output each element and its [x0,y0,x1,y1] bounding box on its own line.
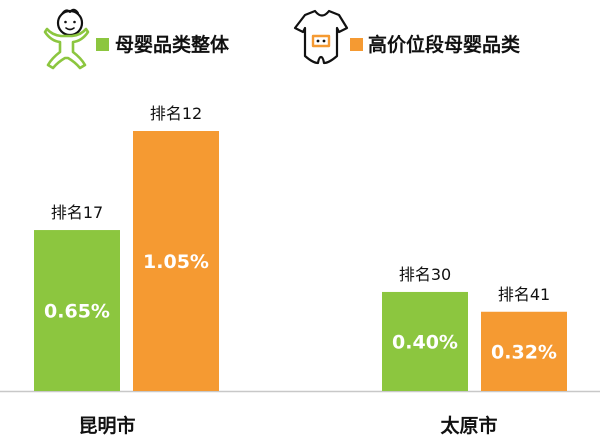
value-label: 0.65% [44,301,110,323]
baby-icon [43,8,90,70]
category-label: 昆明市 [78,414,135,437]
legend-item-high-price: 高价位段母婴品类 [293,9,520,65]
legend-label-high-price: 高价位段母婴品类 [368,33,520,56]
rank-label: 排名41 [498,285,550,304]
legend-item-overall: 母婴品类整体 [43,8,230,70]
bar-high-price-0 [133,131,219,391]
bar-high-price-1 [481,311,567,391]
rank-label: 排名17 [51,203,103,222]
rank-label: 排名30 [399,265,451,284]
legend-label-overall: 母婴品类整体 [115,33,230,56]
legend: 母婴品类整体 高价位段母婴品类 [43,8,520,70]
onesie-icon [293,9,349,65]
value-label: 0.32% [491,341,557,363]
bar-overall-0 [34,230,120,391]
plot-area: 0.65% 排名17 1.05% 排名12 昆明市 0.40% 排名30 0.32% 排名41 太… [0,104,600,437]
legend-swatch-overall [96,38,109,51]
rank-label: 排名12 [150,104,202,123]
legend-swatch-high-price [350,38,363,51]
value-label: 0.40% [392,331,458,353]
category-label: 太原市 [440,414,497,437]
bar-overall-1 [382,291,468,391]
value-label: 1.05% [143,251,209,273]
